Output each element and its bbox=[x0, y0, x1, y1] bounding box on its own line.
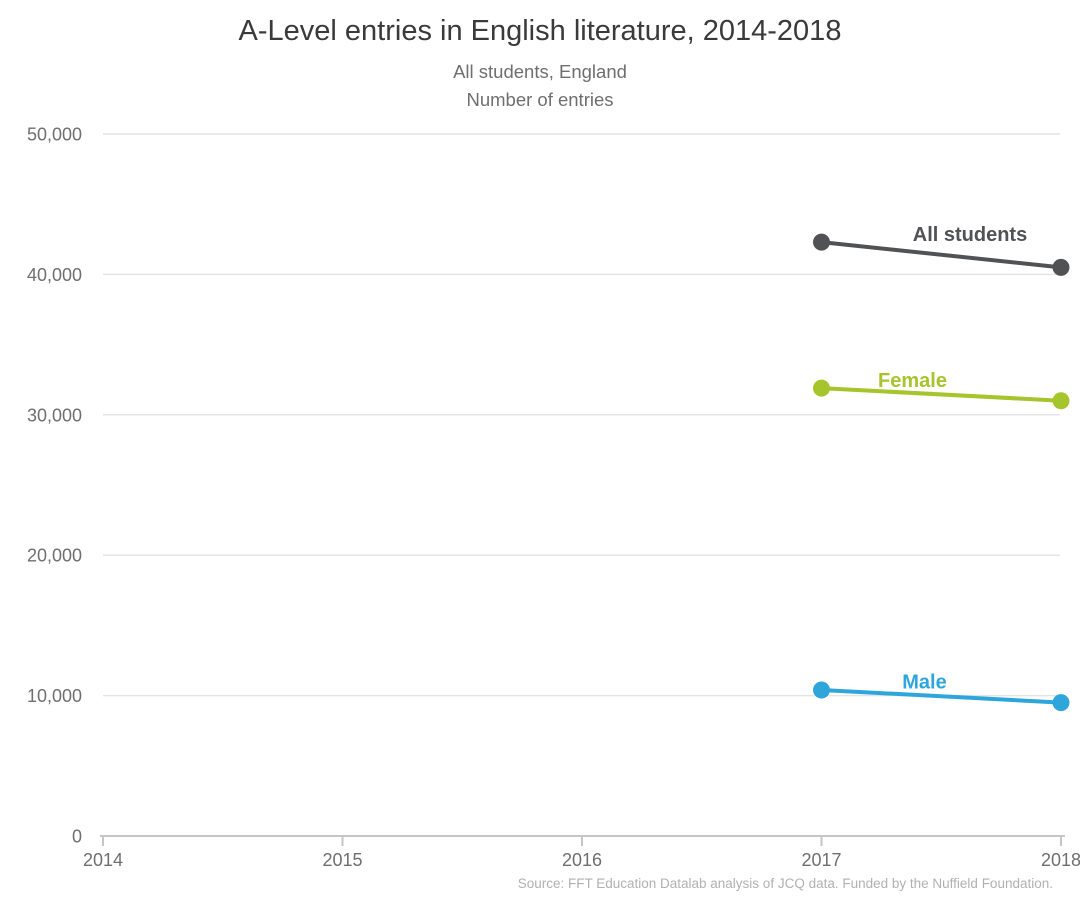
x-tick-label: 2018 bbox=[1041, 850, 1080, 870]
data-point-female bbox=[813, 379, 830, 397]
x-tick-label: 2016 bbox=[562, 850, 602, 870]
chart-subtitle-line2: Number of entries bbox=[466, 89, 614, 110]
data-point-male bbox=[1052, 694, 1070, 712]
x-tick-label: 2017 bbox=[801, 850, 841, 870]
y-tick-label: 20,000 bbox=[27, 546, 82, 566]
series-label-female: Female bbox=[878, 370, 947, 392]
data-point-female bbox=[1052, 392, 1070, 410]
data-point-male bbox=[813, 681, 830, 699]
series-label-all-students: All students bbox=[913, 224, 1027, 246]
y-tick-label: 50,000 bbox=[27, 125, 82, 145]
series-line-all-students bbox=[819, 240, 1063, 270]
data-point-all-students bbox=[1052, 258, 1070, 276]
x-tick-label: 2015 bbox=[322, 850, 362, 870]
chart-subtitle-line1: All students, England bbox=[453, 61, 627, 82]
y-tick-label: 40,000 bbox=[27, 265, 82, 285]
data-point-all-students bbox=[813, 233, 830, 251]
y-tick-label: 30,000 bbox=[27, 405, 82, 425]
x-tick-label: 2014 bbox=[83, 850, 123, 870]
series-line-female bbox=[819, 386, 1063, 403]
y-tick-label: 10,000 bbox=[27, 686, 82, 706]
y-tick-label: 0 bbox=[72, 827, 82, 847]
chart-title: A-Level entries in English literature, 2… bbox=[238, 15, 842, 47]
source-attribution: Source: FFT Education Datalab analysis o… bbox=[517, 876, 1053, 891]
series-line-male bbox=[819, 687, 1063, 705]
series-label-male: Male bbox=[902, 671, 946, 693]
